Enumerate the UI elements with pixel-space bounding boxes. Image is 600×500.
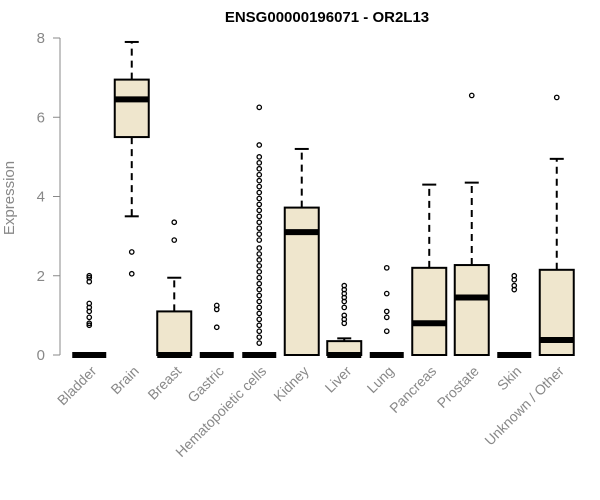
- outlier-point: [256, 189, 263, 196]
- outlier-point: [341, 282, 348, 289]
- box-skin: [497, 272, 532, 358]
- outlier-point: [256, 334, 263, 341]
- outlier-point: [86, 272, 93, 279]
- y-tick-label-8: 8: [37, 30, 45, 47]
- outlier-point: [213, 302, 220, 309]
- outlier-point: [256, 257, 263, 263]
- box-breast: [156, 219, 193, 358]
- outlier-point: [256, 171, 263, 178]
- outlier-point: [341, 304, 348, 311]
- outlier-point: [256, 340, 263, 346]
- outlier-point: [256, 245, 263, 251]
- chart-title: ENSG00000196071 - OR2L13: [225, 9, 429, 26]
- outlier-point: [256, 183, 263, 190]
- outlier-point: [256, 298, 263, 305]
- x-tick-label-bladder: Bladder: [54, 363, 100, 409]
- outlier-point: [128, 270, 135, 277]
- x-tick-label-unknown-other: Unknown / Other: [481, 363, 567, 449]
- outlier-point: [256, 237, 263, 243]
- box-brain: [113, 40, 150, 277]
- y-axis: 0 2 4 6 8: [37, 30, 61, 364]
- outlier-point: [213, 324, 220, 331]
- outlier-point: [256, 159, 263, 166]
- outlier-point: [256, 154, 263, 160]
- outlier-point: [256, 177, 263, 184]
- box-pancreas: [411, 183, 448, 357]
- outlier-point: [511, 272, 518, 279]
- x-tick-label-prostate: Prostate: [434, 363, 482, 411]
- outlier-point: [553, 94, 560, 101]
- outlier-point: [256, 219, 263, 226]
- box-gastric: [199, 302, 234, 358]
- y-tick-label-2: 2: [37, 268, 45, 285]
- outlier-point: [256, 251, 263, 257]
- outlier-point: [256, 292, 263, 299]
- outlier-point: [256, 316, 263, 323]
- box-prostate: [453, 92, 490, 356]
- box-unknown-other: [538, 94, 575, 356]
- outlier-point: [341, 312, 348, 319]
- outlier-point: [256, 262, 263, 269]
- box-kidney: [283, 147, 320, 356]
- outlier-point: [256, 280, 263, 287]
- outlier-point: [256, 274, 263, 281]
- outlier-point: [256, 268, 263, 275]
- outlier-point: [256, 207, 263, 214]
- y-axis-label: Expression: [1, 161, 18, 235]
- x-tick-label-brain: Brain: [107, 363, 141, 397]
- x-tick-label-kidney: Kidney: [270, 363, 312, 405]
- outlier-point: [383, 308, 390, 315]
- x-tick-label-lung: Lung: [364, 363, 397, 396]
- y-tick-label-4: 4: [37, 189, 45, 206]
- outlier-point: [171, 237, 178, 243]
- outlier-point: [86, 320, 93, 327]
- box-iqr: [453, 264, 490, 356]
- y-tick-label-0: 0: [37, 347, 45, 364]
- outlier-point: [256, 104, 263, 111]
- outlier-point: [86, 300, 93, 307]
- outlier-point: [256, 328, 263, 335]
- outlier-point: [256, 142, 263, 148]
- outlier-point: [256, 304, 263, 311]
- x-tick-label-pancreas: Pancreas: [386, 363, 439, 416]
- outlier-point: [383, 264, 390, 271]
- outlier-point: [383, 328, 390, 335]
- outlier-point: [86, 274, 93, 281]
- outlier-point: [511, 282, 518, 289]
- outlier-point: [256, 322, 263, 329]
- outlier-point: [86, 314, 93, 321]
- outlier-point: [256, 165, 263, 172]
- box-hematopoietic-cells: [242, 104, 277, 358]
- outlier-point: [256, 213, 263, 220]
- box-lung: [369, 264, 404, 358]
- outlier-point: [383, 314, 390, 321]
- box-bladder: [72, 272, 107, 358]
- outlier-point: [256, 286, 263, 293]
- x-tick-label-skin: Skin: [494, 363, 525, 394]
- box-iqr: [113, 78, 150, 139]
- outlier-point: [383, 290, 390, 297]
- outlier-point: [256, 225, 263, 232]
- outlier-point: [256, 231, 263, 237]
- outlier-point: [256, 195, 263, 202]
- y-tick-label-6: 6: [37, 109, 45, 126]
- outlier-point: [256, 310, 263, 317]
- outlier-point: [128, 249, 135, 255]
- box-iqr: [156, 310, 193, 357]
- outlier-point: [86, 322, 93, 329]
- outlier-point: [171, 219, 178, 226]
- x-tick-label-breast: Breast: [144, 363, 184, 403]
- outlier-point: [256, 201, 263, 208]
- outlier-point: [468, 92, 475, 99]
- x-tick-label-liver: Liver: [322, 363, 355, 396]
- box-iqr: [411, 266, 448, 357]
- plot-area: [72, 40, 575, 358]
- box-liver: [326, 282, 363, 358]
